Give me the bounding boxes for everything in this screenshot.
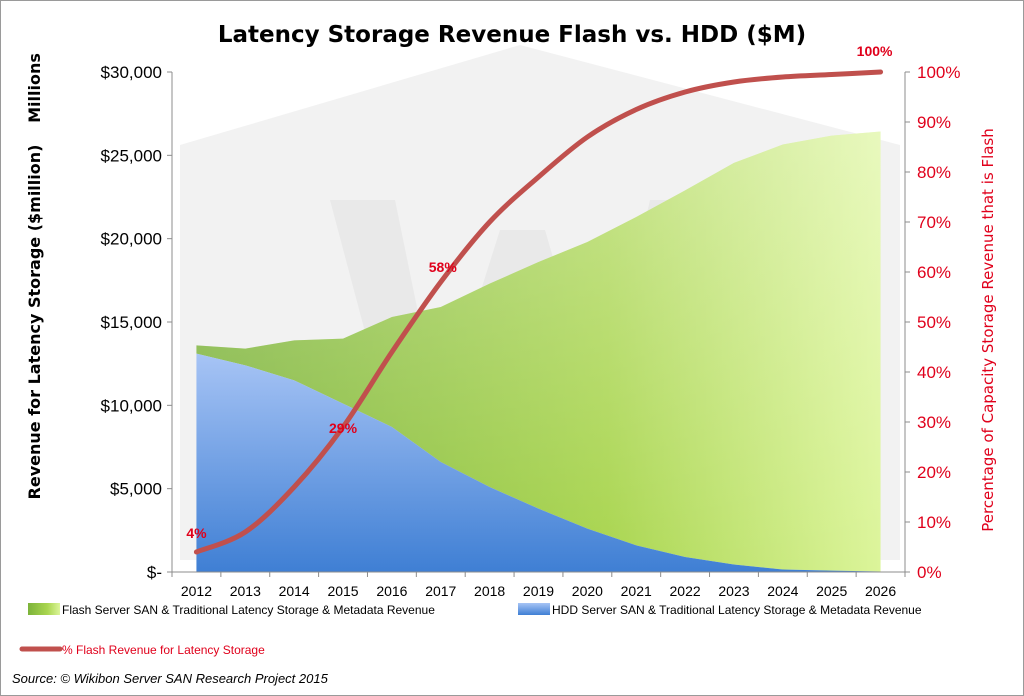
x-tick-label: 2016 — [376, 583, 407, 599]
data-label: 58% — [429, 259, 458, 275]
y-tick-label: $15,000 — [101, 313, 162, 332]
x-tick-label: 2013 — [230, 583, 261, 599]
x-tick-label: 2017 — [425, 583, 456, 599]
y-tick-label: $- — [147, 563, 162, 582]
chart-title: Latency Storage Revenue Flash vs. HDD ($… — [218, 22, 806, 48]
x-tick-label: 2020 — [572, 583, 603, 599]
x-tick-label: 2023 — [718, 583, 749, 599]
y2-tick-label: 100% — [917, 63, 960, 82]
line-layer — [193, 69, 884, 555]
legend-label-line: % Flash Revenue for Latency Storage — [62, 643, 265, 657]
x-tick-label: 2024 — [767, 583, 798, 599]
axes — [167, 71, 910, 577]
y-tick-label: $30,000 — [101, 63, 162, 82]
tick-labels: $- $5,000 $10,000 $15,000 $20,000 $25,000 $30,… — [101, 63, 961, 599]
x-tick-label: 2021 — [621, 583, 652, 599]
legend-label-flash: Flash Server SAN & Traditional Latency S… — [62, 603, 435, 617]
legend-swatch-hdd — [518, 603, 550, 615]
y2-tick-label: 10% — [917, 513, 951, 532]
x-tick-label: 2018 — [474, 583, 505, 599]
x-tick-label: 2012 — [181, 583, 212, 599]
y-tick-label: $10,000 — [101, 396, 162, 415]
x-tick-label: 2026 — [865, 583, 896, 599]
x-tick-label: 2014 — [279, 583, 310, 599]
y2-tick-label: 60% — [917, 263, 951, 282]
x-tick-label: 2015 — [327, 583, 358, 599]
y-tick-label: $20,000 — [101, 230, 162, 249]
data-label: 100% — [857, 43, 893, 59]
x-tick-label: 2022 — [670, 583, 701, 599]
y2-tick-label: 40% — [917, 363, 951, 382]
y-tick-label: $5,000 — [110, 480, 162, 499]
x-tick-label: 2019 — [523, 583, 554, 599]
legend-label-hdd: HDD Server SAN & Traditional Latency Sto… — [552, 603, 922, 617]
data-label: 29% — [329, 420, 358, 436]
y2-tick-label: 20% — [917, 463, 951, 482]
y-tick-label: $25,000 — [101, 146, 162, 165]
series-line-flash-pct — [193, 69, 884, 555]
y2-tick-label: 0% — [917, 563, 942, 582]
unit-label: Millions — [25, 53, 44, 123]
y2-tick-label: 80% — [917, 163, 951, 182]
area-layer — [196, 131, 881, 572]
y-axis-label: Revenue for Latency Storage ($million) — [25, 145, 44, 500]
x-tick-label: 2025 — [816, 583, 847, 599]
data-label: 4% — [186, 525, 207, 541]
area-flash-sheen — [196, 131, 881, 572]
y2-tick-label: 50% — [917, 313, 951, 332]
y2-axis-label: Percentage of Capacity Storage Revenue t… — [979, 128, 997, 532]
data-labels: 4% 29% 58% 100% — [186, 43, 893, 541]
y2-tick-label: 70% — [917, 213, 951, 232]
legend-swatch-flash — [28, 603, 60, 615]
y2-tick-label: 30% — [917, 413, 951, 432]
y2-tick-label: 90% — [917, 113, 951, 132]
source-note: Source: © Wikibon Server SAN Research Pr… — [12, 671, 329, 686]
legend: Flash Server SAN & Traditional Latency S… — [19, 603, 922, 657]
area-hdd — [196, 353, 881, 572]
